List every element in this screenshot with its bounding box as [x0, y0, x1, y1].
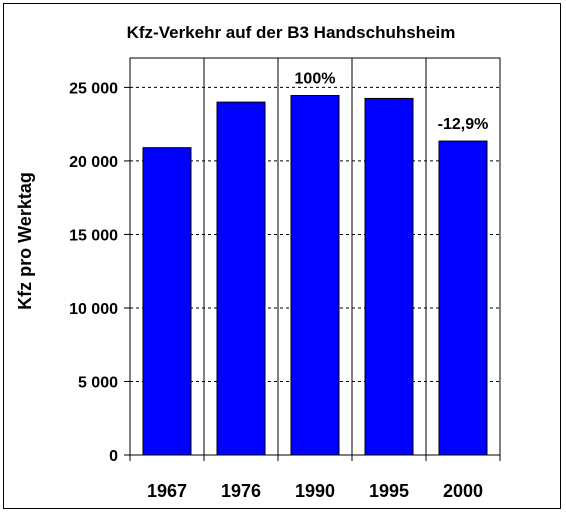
y-tick-label: 0 — [109, 448, 118, 465]
y-tick-label: 10 000 — [69, 301, 118, 318]
x-tick-label: 1967 — [147, 481, 187, 501]
bar-1990 — [290, 94, 340, 456]
y-tick-label: 20 000 — [69, 154, 118, 171]
bar-1976 — [216, 101, 266, 456]
chart-title: Kfz-Verkehr auf der B3 Handschuhsheim — [127, 23, 456, 42]
x-tick-label: 1976 — [221, 481, 261, 501]
y-tick-label: 5 000 — [78, 374, 118, 391]
bar-1967 — [142, 147, 192, 456]
bar-2000 — [438, 140, 488, 456]
y-axis-label: Kfz pro Werktag — [15, 172, 35, 310]
x-tick-label: 1995 — [369, 481, 409, 501]
bar-annotation: -12,9% — [438, 116, 489, 133]
y-tick-label: 15 000 — [69, 227, 118, 244]
x-tick-label: 1990 — [295, 481, 335, 501]
plot-area: 0 5 000 10 000 15 000 20 000 25 000 1967 1976 19… — [69, 57, 501, 501]
x-tick-label: 2000 — [443, 481, 483, 501]
y-tick-label: 25 000 — [69, 80, 118, 97]
bar-annotation: 100% — [295, 70, 336, 87]
bar-1995 — [364, 97, 414, 456]
